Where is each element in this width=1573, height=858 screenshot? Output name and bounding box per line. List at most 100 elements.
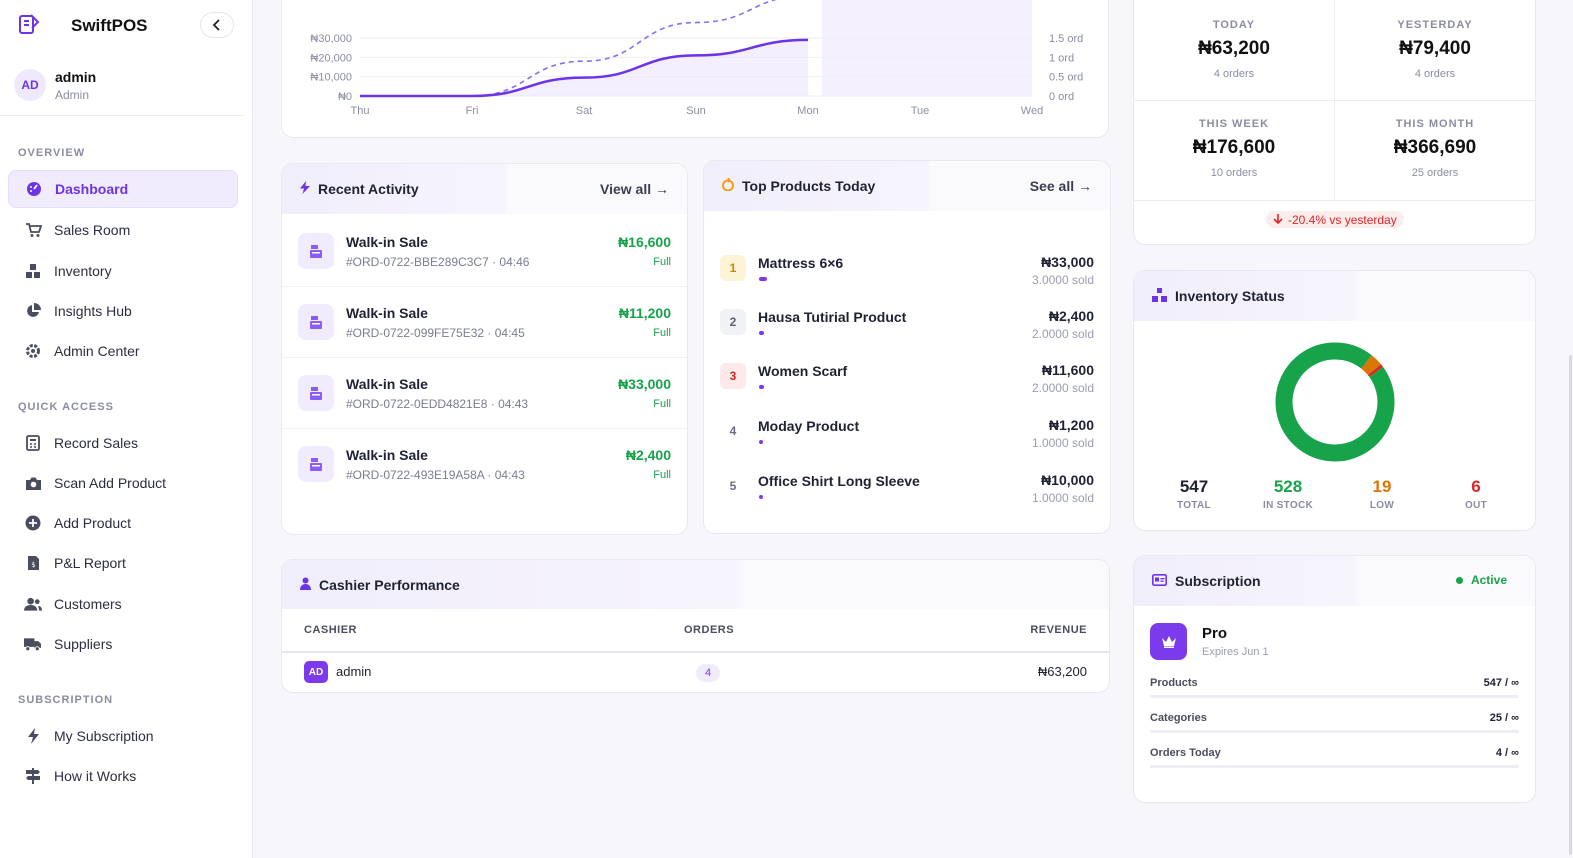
sidebar-item-suppliers[interactable]: Suppliers bbox=[8, 625, 238, 663]
trend-text: -20.4% vs yesterday bbox=[1288, 212, 1397, 227]
stat-sub: 4 orders bbox=[1213, 68, 1255, 80]
user-profile[interactable]: AD admin Admin bbox=[0, 60, 243, 116]
limit-orders-today: Orders Today 4 / ∞ bbox=[1150, 747, 1519, 771]
x-tick-label: Wed bbox=[1021, 105, 1043, 117]
product-sold: 2.0000 sold bbox=[1031, 381, 1094, 395]
inventory-out-value: 6 bbox=[1471, 477, 1481, 496]
activity-order-id: #ORD-0722-099FE75E32 · 04:45 bbox=[346, 326, 525, 340]
y-tick-label: ₦20,000 bbox=[310, 52, 352, 64]
brand: SwiftPOS bbox=[0, 0, 253, 52]
list-item[interactable]: 1 Mattress 6×6 ₦33,000 3.0000 sold bbox=[704, 243, 1110, 297]
y2-tick-label: 1 ord bbox=[1049, 52, 1074, 64]
list-item[interactable]: Walk-in Sale #ORD-0722-493E19A58A · 04:4… bbox=[282, 429, 687, 500]
limit-products: Products 547 / ∞ bbox=[1150, 677, 1519, 701]
sales-chart: ₦30,000 ₦20,000 ₦10,000 ₦0 1.5 ord 1 ord 0.5 o… bbox=[310, 0, 1083, 117]
table-divider bbox=[282, 651, 1109, 653]
rank-badge: 5 bbox=[729, 479, 737, 493]
list-item[interactable]: Walk-in Sale #ORD-0722-BBE289C3C7 · 04:4… bbox=[282, 216, 687, 287]
cashier-name: admin bbox=[336, 664, 372, 679]
list-item[interactable]: Walk-in Sale #ORD-0722-099FE75E32 · 04:4… bbox=[282, 287, 687, 358]
stat-value: ₦176,600 bbox=[1192, 137, 1276, 158]
revenue-series-line bbox=[360, 38, 809, 98]
limit-progress-track bbox=[1150, 695, 1519, 698]
activity-amount: ₦33,000 bbox=[618, 376, 671, 392]
top-products-card: Top Products Today See all → 1 Mattress … bbox=[703, 160, 1111, 534]
sidebar-item-dashboard[interactable]: Dashboard bbox=[8, 170, 238, 208]
sidebar-item-scan-add-product[interactable]: Scan Add Product bbox=[8, 464, 238, 502]
card-title: Top Products Today bbox=[742, 178, 876, 194]
limit-value: 4 / ∞ bbox=[1495, 747, 1519, 759]
list-item[interactable]: 3 Women Scarf ₦11,600 2.0000 sold bbox=[704, 351, 1110, 405]
chevron-left-icon bbox=[212, 19, 220, 31]
inventory-out: 6 OUT bbox=[1431, 477, 1521, 511]
x-tick-label: Tue bbox=[911, 105, 930, 117]
inventory-out-label: OUT bbox=[1464, 500, 1487, 511]
sidebar-item-pl-report[interactable]: $ P&L Report bbox=[8, 544, 238, 582]
product-sold: 2.0000 sold bbox=[1031, 327, 1094, 341]
rank-badge: 3 bbox=[720, 363, 746, 389]
list-item[interactable]: Walk-in Sale #ORD-0722-0EDD4821E8 · 04:4… bbox=[282, 358, 687, 429]
x-tick-label: Thu bbox=[351, 105, 370, 117]
activity-title: Walk-in Sale bbox=[346, 234, 428, 250]
id-card-icon bbox=[1152, 573, 1167, 589]
sidebar-item-sales-room[interactable]: Sales Room bbox=[8, 211, 238, 249]
divider bbox=[1334, 0, 1335, 100]
orders-count-badge: 4 bbox=[696, 664, 720, 682]
sidebar-item-label: Insights Hub bbox=[54, 303, 132, 319]
sidebar-item-label: How it Works bbox=[54, 768, 137, 784]
card-title: Inventory Status bbox=[1175, 288, 1285, 304]
sidebar-item-insights-hub[interactable]: Insights Hub bbox=[8, 292, 238, 330]
user-name: admin bbox=[55, 69, 97, 85]
y-tick-label: ₦10,000 bbox=[310, 72, 352, 84]
x-tick-label: Sun bbox=[686, 105, 706, 117]
sidebar-item-add-product[interactable]: Add Product bbox=[8, 504, 238, 542]
sidebar: SwiftPOS AD admin Admin OVERVIEW Dashboa… bbox=[0, 0, 253, 858]
rank-badge: 1 bbox=[720, 255, 746, 281]
activity-title: Walk-in Sale bbox=[346, 305, 428, 321]
sidebar-item-label: Add Product bbox=[54, 515, 132, 531]
product-amount: ₦2,400 bbox=[1048, 308, 1094, 324]
column-header-orders: ORDERS bbox=[684, 624, 735, 636]
register-icon bbox=[298, 304, 334, 340]
product-name: Moday Product bbox=[758, 418, 860, 434]
inventory-donut-chart bbox=[1275, 342, 1395, 462]
product-share-bar bbox=[759, 385, 764, 389]
rank-badge: 4 bbox=[729, 424, 737, 438]
sidebar-item-inventory[interactable]: Inventory bbox=[8, 252, 238, 290]
x-tick-label: Mon bbox=[797, 105, 818, 117]
report-icon: $ bbox=[24, 554, 42, 572]
card-header: Recent Activity View all → bbox=[282, 164, 687, 214]
truck-icon bbox=[24, 635, 42, 653]
status-badge: Active bbox=[1455, 573, 1507, 587]
see-all-link[interactable]: See all → bbox=[1029, 178, 1092, 194]
sidebar-item-how-it-works[interactable]: How it Works bbox=[8, 757, 238, 795]
collapse-sidebar-button[interactable] bbox=[200, 12, 234, 38]
recent-activity-card: Recent Activity View all → Walk-in Sale … bbox=[281, 163, 688, 535]
sidebar-item-admin-center[interactable]: Admin Center bbox=[8, 332, 238, 370]
sidebar-item-label: Inventory bbox=[54, 263, 112, 279]
rank-badge: 2 bbox=[720, 309, 746, 335]
sidebar-item-label: Scan Add Product bbox=[54, 475, 167, 491]
sidebar-item-customers[interactable]: Customers bbox=[8, 585, 238, 623]
sidebar-item-my-subscription[interactable]: My Subscription bbox=[8, 717, 238, 755]
list-item[interactable]: 5 Office Shirt Long Sleeve ₦10,000 1.000… bbox=[704, 461, 1110, 515]
view-all-link[interactable]: View all → bbox=[600, 181, 669, 197]
list-item[interactable]: 4 Moday Product ₦1,200 1.0000 sold bbox=[704, 406, 1110, 460]
list-item[interactable]: 2 Hausa Tutirial Product ₦2,400 2.0000 s… bbox=[704, 297, 1110, 351]
pie-chart-icon bbox=[24, 302, 42, 320]
camera-icon bbox=[24, 474, 42, 492]
inventory-low-value: 19 bbox=[1372, 477, 1392, 496]
inventory-in-stock: 528 IN STOCK bbox=[1243, 477, 1333, 511]
product-name: Hausa Tutirial Product bbox=[758, 309, 907, 325]
sidebar-item-record-sales[interactable]: Record Sales bbox=[8, 424, 238, 462]
product-amount: ₦10,000 bbox=[1041, 472, 1094, 488]
register-icon bbox=[298, 233, 334, 269]
activity-order-id: #ORD-0722-0EDD4821E8 · 04:43 bbox=[346, 397, 529, 411]
user-tie-icon bbox=[300, 577, 311, 593]
cashier-performance-card: Cashier Performance CASHIER ORDERS REVEN… bbox=[281, 559, 1110, 693]
sidebar-item-label: Admin Center bbox=[54, 343, 140, 359]
inventory-status-card: Inventory Status 547 TOTAL 528 IN STOCK … bbox=[1133, 270, 1536, 531]
inventory-low: 19 LOW bbox=[1337, 477, 1427, 511]
scrollbar[interactable] bbox=[1569, 355, 1572, 855]
product-amount: ₦33,000 bbox=[1041, 254, 1094, 270]
